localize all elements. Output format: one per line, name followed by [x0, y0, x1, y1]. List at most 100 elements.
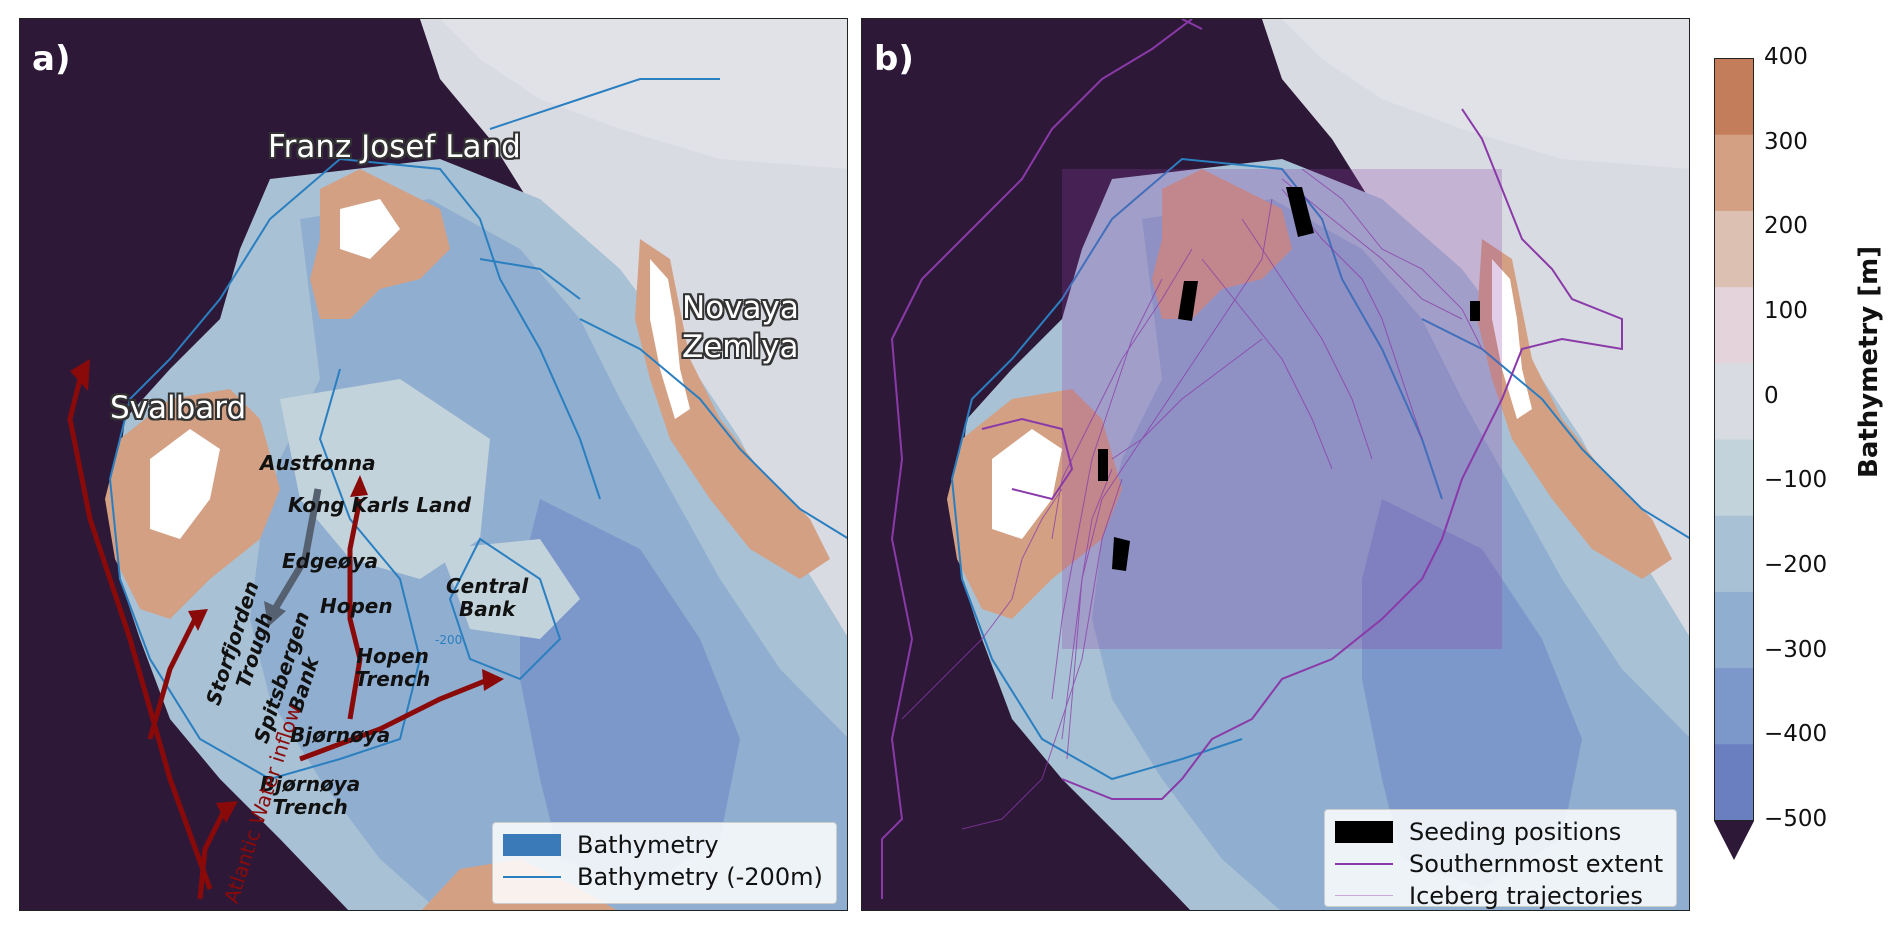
atlantic-arrow-hopen-head — [350, 475, 368, 497]
arctic-arrow — [271, 488, 322, 611]
seeding-position-fjl-east — [1286, 187, 1314, 237]
central-bank-shallow — [440, 539, 580, 639]
bathymetry-map-b — [881, 19, 1689, 910]
legend-row-bathymetry-200: Bathymetry (-200m) — [503, 861, 826, 893]
land-north-east — [1262, 19, 1689, 910]
atlantic-arrow-bjornoya — [299, 676, 491, 762]
central-bank-label: Central Bank — [446, 574, 529, 621]
southernmost-extent-inner — [981, 417, 1074, 501]
seeding-position-fjl-west — [1178, 281, 1198, 321]
atlantic-arrow-storfjorden — [147, 617, 198, 740]
legend-row-southernmost: Southernmost extent — [1335, 848, 1666, 880]
colorbar-tick-label: −100 — [1764, 467, 1828, 494]
shelf-light-patches — [280, 379, 490, 579]
colorbar-tick-label: −200 — [1764, 552, 1828, 578]
colorbar-segment — [1714, 515, 1754, 592]
legend-southernmost-line — [1335, 853, 1393, 875]
map-panel-b: b) Seeding positions Southernmost extent… — [861, 18, 1690, 911]
land-north-east — [420, 19, 847, 910]
atlantic-arrow-storfjorden-head — [188, 609, 208, 631]
colorbar-extend-triangle — [1714, 821, 1754, 860]
colorbar-segment — [1714, 210, 1754, 288]
colorbar-tick-label: 100 — [1764, 298, 1808, 324]
colorbar-tick-label: −500 — [1764, 806, 1828, 832]
legend-bathymetry-swatch — [503, 834, 561, 856]
colorbar-label: Bathymetry [m] — [1854, 245, 1884, 478]
legend-row-trajectories: Iceberg trajectories — [1335, 880, 1666, 910]
iceberg-trajectories — [901, 168, 1483, 830]
bjornoya-trench-label: Bjørnøya Trench — [260, 772, 361, 819]
colorbar-tick-label: 300 — [1764, 128, 1808, 155]
colorbar: 400 300 200 100 0 −100 −200 −300 −400 −500 Bathym… — [1714, 44, 1892, 868]
hopen-trench-label: Hopen Trench — [355, 644, 431, 691]
land-north-inner — [440, 19, 847, 169]
legend-row-seeding: Seeding positions — [1335, 816, 1666, 848]
legend-contour-line — [503, 866, 561, 888]
contour-label: -200 — [435, 633, 463, 647]
map-panel-a: a) Franz Josef Land Novaya Zemlya Svalba… — [19, 18, 848, 911]
colorbar-bar — [1714, 58, 1754, 860]
novaya-zemlya-label: Novaya Zemlya — [682, 290, 799, 365]
colorbar-segment — [1714, 134, 1754, 211]
colorbar-tick-label: 200 — [1764, 213, 1808, 240]
svalbard-label: Svalbard — [110, 390, 247, 426]
colorbar-tick-label: −300 — [1764, 636, 1828, 663]
legend-seeding-swatch — [1335, 821, 1393, 843]
atlantic-arrow-main — [67, 378, 213, 890]
legend-a: Bathymetry Bathymetry (-200m) — [492, 822, 837, 904]
land-north-inner — [1282, 19, 1689, 169]
bjornoya-label: Bjørnøya — [290, 723, 391, 747]
kong-karls-land-label: Kong Karls Land — [288, 493, 472, 517]
colorbar-segment — [1714, 439, 1754, 516]
legend-southernmost-label: Southernmost extent — [1409, 850, 1664, 878]
contour-200m — [108, 157, 601, 781]
colorbar-tick-label: −400 — [1764, 721, 1828, 748]
contour-200m-b — [1421, 318, 1689, 539]
legend-trajectories-line — [1335, 885, 1393, 907]
fjl-ice — [340, 199, 400, 259]
contour-200m-d — [479, 78, 720, 300]
novaya-zemlya — [635, 239, 830, 579]
austfonna-label: Austfonna — [260, 451, 376, 475]
contour-200m-b — [579, 318, 847, 539]
novaya-zemlya-ice — [1492, 259, 1532, 419]
legend-trajectories-label: Iceberg trajectories — [1409, 882, 1643, 910]
seeding-position-nz — [1470, 301, 1480, 321]
novaya-zemlya — [1477, 239, 1672, 579]
atlantic-arrow-bjornoya-head — [482, 669, 504, 691]
colorbar-segment — [1714, 667, 1754, 745]
legend-bathymetry-200-label: Bathymetry (-200m) — [577, 863, 823, 891]
atlantic-arrow-hopen — [347, 498, 363, 720]
edgeoya-label: Edgeøya — [282, 549, 379, 573]
trajectory-density — [1062, 169, 1502, 649]
atlantic-arrow-south — [197, 807, 228, 900]
seeding-position-svalbard-north — [1098, 449, 1108, 481]
bathymetry-map-a — [67, 19, 847, 910]
svalbard-ice — [150, 429, 220, 539]
colorbar-segment — [1714, 362, 1754, 440]
legend-b: Seeding positions Southernmost extent Ic… — [1324, 809, 1677, 910]
colorbar-segment — [1714, 286, 1754, 364]
atlantic-arrow-south-head — [216, 801, 238, 823]
legend-row-bathymetry: Bathymetry — [503, 829, 826, 861]
contour-200m-c — [448, 537, 562, 681]
colorbar-segments — [1714, 58, 1754, 821]
colorbar-segment — [1714, 743, 1754, 821]
svalbard-ice — [992, 429, 1062, 539]
legend-seeding-label: Seeding positions — [1409, 818, 1622, 846]
panel-a-letter: a) — [32, 39, 71, 79]
novaya-zemlya-ice — [650, 259, 690, 419]
seeding-position-svalbard-east — [1112, 537, 1130, 571]
panel-b-letter: b) — [874, 39, 914, 79]
legend-bathymetry-label: Bathymetry — [577, 831, 719, 859]
hopen-label: Hopen — [320, 594, 393, 618]
southernmost-extent — [881, 19, 1623, 899]
colorbar-segment — [1714, 58, 1754, 135]
arctic-arrow-head — [264, 601, 286, 627]
colorbar-segment — [1714, 591, 1754, 669]
franz-josef-land-label: Franz Josef Land — [268, 129, 521, 165]
colorbar-tick-label: 0 — [1764, 382, 1779, 409]
colorbar-tick-label: 400 — [1764, 44, 1808, 70]
atlantic-arrow-main-head — [70, 359, 90, 391]
shelf-deeper — [1362, 499, 1582, 889]
